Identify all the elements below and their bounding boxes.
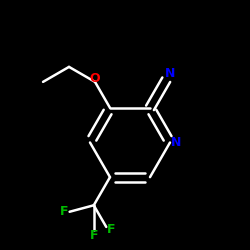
- Text: N: N: [171, 136, 181, 149]
- Text: F: F: [107, 223, 116, 236]
- Text: F: F: [90, 229, 98, 242]
- Text: F: F: [60, 205, 69, 218]
- Text: N: N: [165, 67, 175, 80]
- Text: O: O: [90, 72, 100, 85]
